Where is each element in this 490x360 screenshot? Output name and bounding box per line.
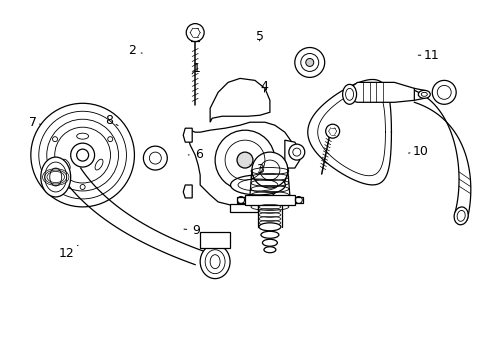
Ellipse shape [41, 157, 71, 197]
Circle shape [237, 152, 253, 168]
Text: 8: 8 [105, 114, 118, 127]
Circle shape [252, 152, 288, 188]
Text: 4: 4 [261, 80, 269, 93]
Text: 2: 2 [128, 44, 142, 57]
Text: 3: 3 [250, 163, 264, 176]
Polygon shape [415, 90, 471, 220]
Polygon shape [66, 168, 205, 265]
Text: 6: 6 [188, 148, 202, 161]
Ellipse shape [418, 90, 430, 98]
Text: 1: 1 [192, 62, 200, 75]
Ellipse shape [263, 239, 277, 246]
Ellipse shape [454, 207, 468, 225]
Circle shape [326, 124, 340, 138]
Ellipse shape [259, 223, 281, 231]
Circle shape [432, 80, 456, 104]
Ellipse shape [200, 245, 230, 279]
Polygon shape [183, 128, 192, 142]
Ellipse shape [343, 84, 357, 104]
Circle shape [215, 130, 275, 190]
Polygon shape [295, 197, 303, 203]
Text: 9: 9 [184, 224, 200, 237]
Ellipse shape [264, 247, 276, 253]
Polygon shape [285, 140, 300, 168]
Circle shape [144, 146, 167, 170]
Text: 12: 12 [59, 245, 78, 260]
Polygon shape [200, 232, 230, 248]
Polygon shape [308, 80, 392, 185]
Circle shape [289, 144, 305, 160]
Ellipse shape [261, 231, 279, 238]
Circle shape [295, 48, 325, 77]
Text: 5: 5 [256, 30, 264, 43]
Circle shape [186, 24, 204, 41]
Circle shape [76, 149, 89, 161]
Polygon shape [183, 185, 192, 198]
Polygon shape [245, 195, 295, 205]
Polygon shape [188, 122, 292, 205]
Ellipse shape [231, 175, 285, 195]
Circle shape [306, 58, 314, 67]
Text: 11: 11 [418, 49, 440, 62]
Text: 10: 10 [409, 145, 429, 158]
Polygon shape [349, 82, 415, 102]
Polygon shape [210, 78, 270, 122]
Text: 7: 7 [29, 116, 41, 129]
Polygon shape [237, 197, 245, 203]
Polygon shape [230, 204, 258, 212]
